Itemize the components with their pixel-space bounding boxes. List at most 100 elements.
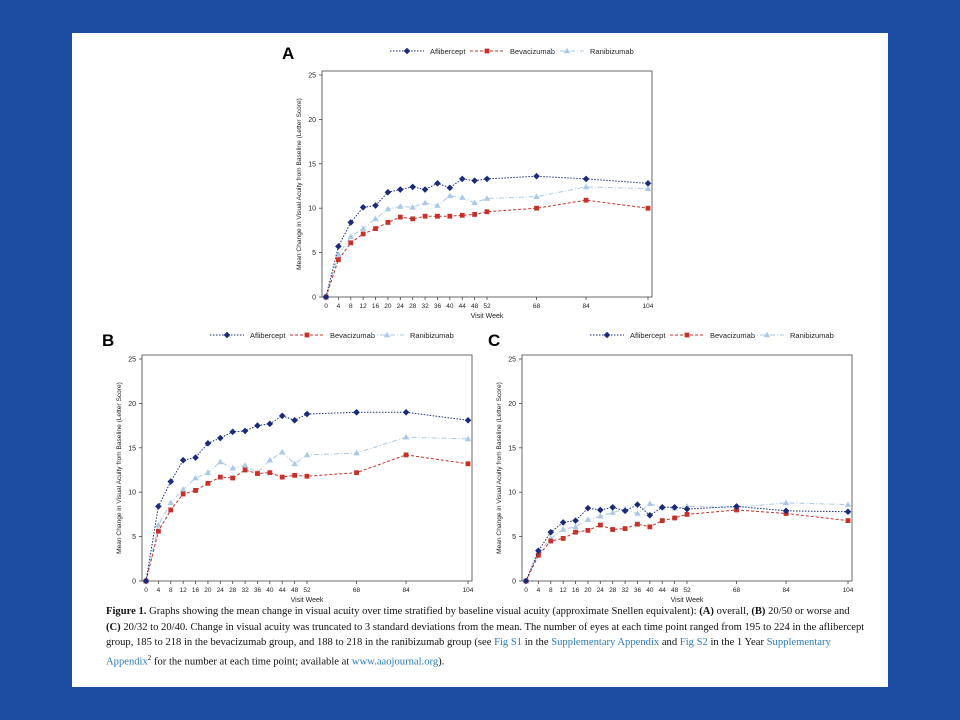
x-tick-label: 32	[241, 587, 249, 594]
caption-figure-label: Figure 1.	[106, 606, 147, 617]
legend-marker-aflibercept	[603, 331, 611, 339]
data-point-ranibizumab	[421, 199, 429, 206]
figure-slide: A Aflibercept Bevacizumab Ranibizumab 0 5 10 1…	[72, 33, 888, 687]
x-tick-label: 44	[659, 587, 667, 594]
y-tick-label: 25	[128, 357, 136, 364]
x-tick-label: 0	[324, 303, 328, 310]
data-point-bevacizumab	[397, 214, 403, 220]
data-point-ranibizumab	[353, 449, 360, 456]
plot-frame	[321, 70, 653, 298]
y-tick-label: 5	[512, 534, 516, 541]
data-point-aflibercept	[335, 243, 342, 250]
legend-label-bevacizumab: Bevacizumab	[510, 47, 555, 56]
plot-frame	[521, 354, 853, 582]
data-point-bevacizumab	[292, 472, 298, 478]
series-ranibizumab	[142, 433, 472, 584]
caption-text: ).	[438, 656, 445, 668]
panel-b-label: B	[102, 331, 115, 350]
y-tick-label: 15	[128, 445, 136, 452]
data-point-aflibercept	[434, 180, 441, 187]
legend-marker-bevacizumab	[684, 332, 690, 338]
supplementary-appendix-link[interactable]: Supplementary Appendix	[551, 637, 660, 648]
x-tick-label: 40	[646, 587, 654, 594]
x-tick-label: 84	[582, 303, 590, 310]
series-aflibercept	[142, 408, 472, 585]
chart-a: Aflibercept Bevacizumab Ranibizumab 0 5 10 15 2…	[296, 47, 654, 320]
caption-text: in the	[524, 637, 549, 648]
legend-label-bevacizumab: Bevacizumab	[330, 331, 375, 340]
data-point-bevacizumab	[335, 257, 341, 263]
data-point-aflibercept	[241, 427, 249, 435]
x-tick-label: 48	[671, 587, 679, 594]
journal-website-link[interactable]: www.aaojournal.org	[351, 656, 439, 668]
data-point-aflibercept	[229, 428, 236, 436]
data-point-bevacizumab	[180, 491, 186, 497]
data-point-aflibercept	[347, 219, 355, 226]
data-point-ranibizumab	[609, 509, 616, 515]
data-point-aflibercept	[683, 505, 691, 513]
supplementary-appendix-1yr-link[interactable]: Supplementary Appendix	[106, 637, 831, 668]
legend-label-aflibercept: Aflibercept	[430, 47, 466, 56]
x-tick-label: 16	[192, 587, 200, 594]
data-point-aflibercept	[291, 416, 298, 424]
data-point-bevacizumab	[672, 515, 678, 521]
data-point-bevacizumab	[845, 518, 851, 524]
data-point-ranibizumab	[167, 499, 174, 506]
x-tick-label: 16	[372, 303, 380, 310]
x-tick-label: 20	[384, 303, 392, 310]
data-point-aflibercept	[446, 184, 454, 192]
data-point-bevacizumab	[360, 231, 366, 237]
fig-s1-link[interactable]: Fig S1	[494, 637, 523, 648]
data-point-ranibizumab	[409, 204, 416, 210]
x-tick-label: 104	[463, 587, 474, 594]
y-tick-label: 20	[128, 401, 136, 408]
data-point-aflibercept	[421, 186, 429, 193]
x-tick-label: 4	[537, 587, 541, 594]
data-point-aflibercept	[372, 202, 379, 209]
legend-marker-bevacizumab	[304, 332, 310, 338]
plot-frame	[141, 354, 473, 582]
data-point-ranibizumab	[229, 464, 236, 471]
x-tick-label: 32	[421, 303, 429, 310]
caption-text: and	[661, 637, 678, 648]
legend-label-aflibercept: Aflibercept	[250, 331, 286, 340]
data-point-bevacizumab	[459, 212, 465, 218]
legend-label-ranibizumab: Ranibizumab	[790, 331, 834, 340]
caption-superscript: 2	[147, 653, 152, 662]
x-tick-label: 12	[360, 303, 368, 310]
caption-panel-a-ref: (A)	[699, 606, 714, 617]
data-point-aflibercept	[582, 175, 590, 183]
data-point-ranibizumab	[471, 199, 478, 206]
x-tick-label: 8	[349, 303, 353, 310]
x-tick-label: 4	[157, 587, 161, 594]
data-point-bevacizumab	[410, 216, 416, 222]
data-point-aflibercept	[584, 504, 592, 512]
y-tick-label: 20	[508, 401, 516, 408]
panel-a: A Aflibercept Bevacizumab Ranibizumab 0 5 10 1…	[282, 41, 662, 323]
data-point-bevacizumab	[403, 452, 409, 458]
data-point-bevacizumab	[597, 522, 603, 528]
panel-c: C Aflibercept Bevacizumab Ranibizumab 0 5 10 1…	[482, 325, 862, 607]
data-point-aflibercept	[609, 503, 616, 511]
x-tick-label: 36	[434, 303, 442, 310]
data-point-bevacizumab	[230, 475, 236, 481]
y-tick-label: 0	[132, 579, 136, 586]
data-point-bevacizumab	[168, 507, 174, 513]
caption-panel-c-ref: (C)	[106, 621, 121, 633]
caption-text: for the number at each time point; avail…	[153, 656, 350, 668]
data-point-ranibizumab	[279, 448, 286, 455]
legend-marker-ranibizumab	[763, 331, 771, 338]
data-point-bevacizumab	[435, 213, 440, 219]
data-point-bevacizumab	[242, 467, 248, 473]
legend: Aflibercept Bevacizumab Ranibizumab	[390, 47, 634, 56]
data-point-ranibizumab	[597, 512, 604, 519]
data-point-bevacizumab	[422, 213, 428, 219]
data-point-aflibercept	[644, 180, 652, 187]
fig-s2-link[interactable]: Fig S2	[679, 637, 708, 648]
x-tick-label: 52	[683, 587, 691, 594]
y-axis-label: Mean Change in Visual Acuity from Baseli…	[296, 98, 303, 270]
data-point-ranibizumab	[266, 456, 274, 463]
x-tick-label: 12	[180, 587, 188, 594]
x-tick-label: 68	[353, 587, 361, 594]
data-point-aflibercept	[409, 183, 416, 191]
